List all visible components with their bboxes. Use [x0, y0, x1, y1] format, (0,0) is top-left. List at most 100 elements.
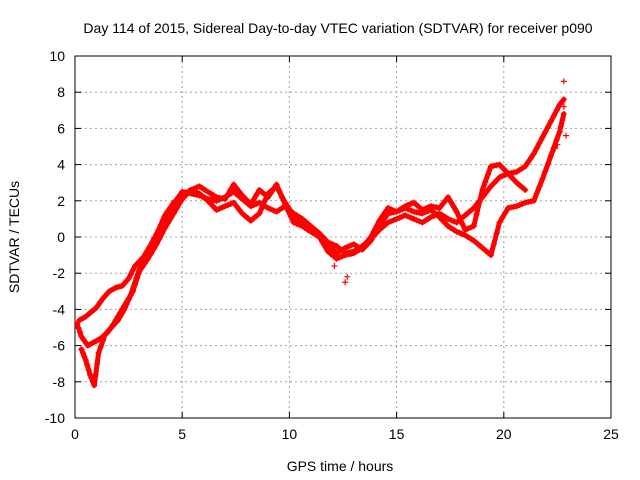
data-point-marker — [459, 230, 466, 237]
data-point-marker — [439, 217, 446, 224]
data-point-marker — [236, 206, 243, 213]
data-point-marker — [510, 176, 517, 183]
series-band — [74, 162, 528, 349]
data-point-marker — [367, 234, 374, 240]
data-point-marker — [75, 325, 82, 332]
data-point-marker — [545, 123, 552, 130]
data-point-marker — [117, 310, 124, 317]
data-point-marker — [560, 103, 567, 110]
y-tick-label: 10 — [49, 48, 65, 64]
data-point-marker — [547, 152, 554, 159]
data-point-marker — [359, 244, 366, 251]
data-point-marker — [467, 224, 474, 231]
data-point-marker — [345, 243, 352, 250]
data-point-marker — [336, 254, 343, 261]
data-point-marker — [516, 202, 523, 209]
y-tick-label: 6 — [57, 120, 65, 136]
data-point-marker — [465, 225, 472, 232]
data-point-marker — [339, 253, 346, 260]
data-point-marker — [156, 235, 163, 242]
data-point-marker — [164, 220, 171, 227]
data-point-marker — [502, 167, 509, 174]
data-point-marker — [490, 241, 497, 248]
data-point-marker — [507, 204, 514, 211]
data-point-marker — [470, 223, 477, 230]
data-point-marker — [91, 382, 98, 389]
data-point-marker — [149, 239, 156, 246]
axis-ticks: 0 5 10 15 20 25 -10 -8 -6 -4 -2 0 2 4 6 8 10 — [45, 48, 619, 442]
data-point-marker — [230, 199, 237, 206]
data-point-marker — [119, 306, 126, 313]
data-point-marker — [407, 214, 414, 221]
data-point-marker — [442, 197, 449, 204]
x-tick-label: 20 — [496, 426, 512, 442]
data-point-marker — [456, 214, 463, 221]
data-point-marker — [347, 242, 354, 249]
data-point-marker — [210, 203, 217, 210]
data-point-marker — [525, 199, 532, 206]
data-point-marker — [319, 238, 326, 245]
data-point-marker — [552, 145, 559, 152]
data-point-marker — [396, 214, 403, 221]
data-point-marker — [530, 197, 537, 204]
data-point-marker — [112, 317, 119, 324]
data-point-marker — [422, 205, 429, 212]
data-point-marker — [560, 78, 567, 85]
data-point-marker — [530, 150, 537, 157]
data-point-marker — [499, 164, 506, 171]
data-point-marker — [125, 275, 132, 282]
data-point-marker — [290, 219, 297, 226]
data-point-marker — [413, 217, 420, 224]
data-point-marker — [127, 291, 134, 298]
data-point-marker — [427, 214, 434, 221]
data-point-marker — [82, 339, 89, 346]
data-point-marker — [547, 118, 554, 125]
data-point-marker — [527, 198, 534, 205]
data-point-marker — [253, 200, 260, 207]
data-point-marker — [333, 255, 340, 262]
y-tick-label: -2 — [53, 265, 66, 281]
x-tick-label: 0 — [71, 426, 79, 442]
data-point-marker — [267, 206, 274, 213]
data-point-marker — [462, 226, 469, 233]
series-outliers — [331, 78, 569, 286]
data-point-marker — [222, 203, 229, 210]
data-point-marker — [459, 220, 466, 227]
data-point-marker — [187, 186, 194, 193]
data-point-marker — [167, 203, 174, 210]
data-point-marker — [147, 250, 154, 257]
data-point-marker — [382, 209, 389, 216]
data-point-marker — [347, 250, 354, 257]
data-point-marker — [545, 160, 552, 167]
data-point-marker — [450, 203, 457, 210]
data-point-marker — [193, 184, 200, 191]
data-point-marker — [108, 323, 115, 330]
data-point-marker — [227, 186, 234, 193]
data-point-marker — [93, 304, 100, 311]
data-point-marker — [110, 320, 117, 327]
data-point-marker — [447, 199, 454, 206]
data-point-marker — [539, 176, 546, 183]
data-point-marker — [293, 220, 300, 227]
data-point-marker — [427, 203, 434, 210]
data-point-marker — [94, 360, 101, 367]
data-point-marker — [505, 170, 512, 177]
data-point-marker — [402, 212, 409, 219]
data-point-marker — [159, 230, 166, 237]
data-point-marker — [562, 132, 569, 139]
data-point-marker — [485, 171, 492, 178]
data-point-marker — [490, 180, 497, 187]
data-point-marker — [407, 207, 414, 214]
data-point-marker — [207, 200, 214, 207]
data-point-marker — [476, 199, 483, 206]
data-point-marker — [77, 329, 84, 336]
data-point-marker — [282, 201, 289, 208]
data-point-marker — [502, 209, 509, 216]
data-point-marker — [85, 366, 92, 373]
data-point-marker — [259, 203, 266, 210]
data-point-marker — [436, 205, 443, 212]
data-point-marker — [445, 215, 452, 222]
data-point-marker — [182, 192, 189, 199]
data-point-marker — [493, 230, 500, 237]
data-point-marker — [162, 212, 169, 219]
